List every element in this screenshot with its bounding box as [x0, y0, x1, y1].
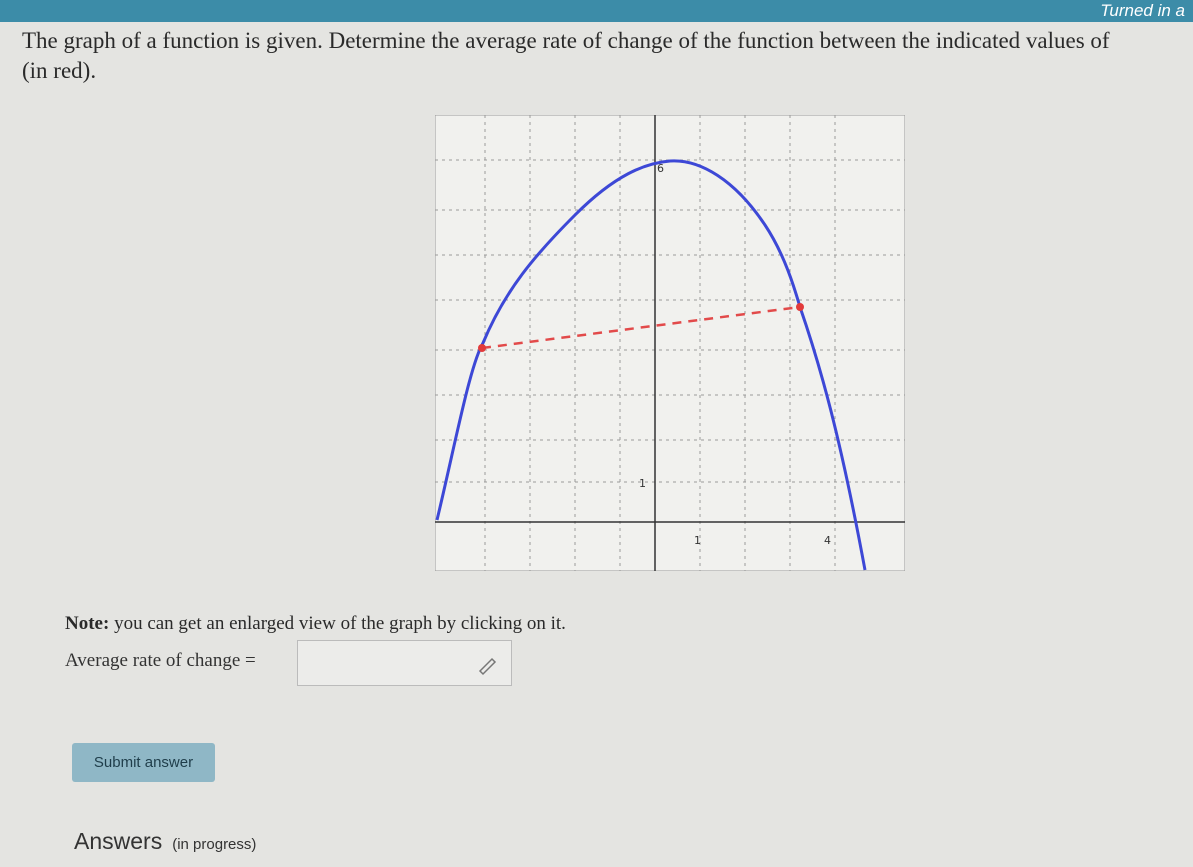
answers-heading: Answers (in progress) [74, 828, 256, 855]
answer-label: Average rate of change = [65, 650, 256, 671]
note: Note: you can get an enlarged view of th… [65, 613, 566, 635]
submit-button[interactable]: Submit answer [72, 743, 215, 782]
status: Turned in a [1100, 1, 1185, 20]
note-bold: Note: [65, 613, 110, 634]
pencil-icon[interactable] [476, 653, 500, 677]
question: The graph of a function is given. Determ… [22, 28, 1110, 53]
answer-input[interactable] [297, 640, 512, 686]
graph-label: 6 [657, 162, 664, 175]
graph-label: 1 [694, 534, 701, 547]
graph-label: 4 [824, 534, 831, 547]
answers-status: (in progress) [172, 836, 257, 853]
graph[interactable]: 6 1 1 4 [435, 115, 905, 571]
graph-label: 1 [639, 477, 646, 490]
top-bar: Turned in a [0, 0, 1193, 22]
question: (in red). [22, 58, 97, 83]
note-text: you can get an enlarged view of the grap… [114, 613, 566, 634]
answers-title: Answers [74, 828, 163, 854]
